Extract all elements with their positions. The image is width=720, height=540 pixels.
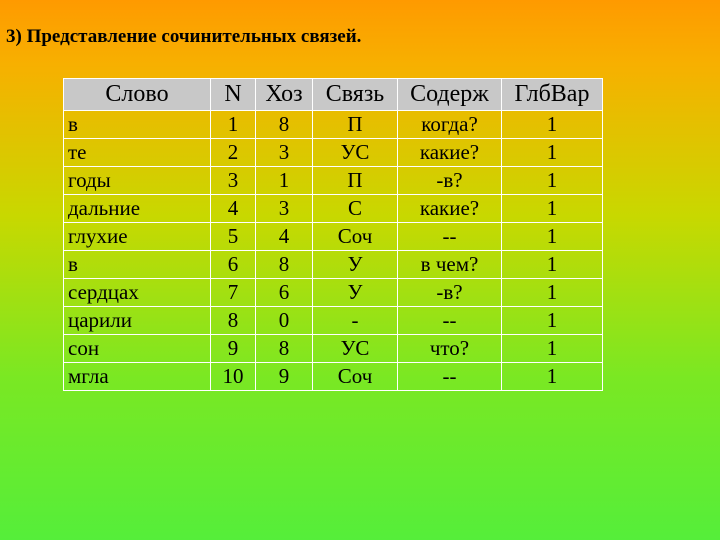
cell-depth-variant: 1 bbox=[501, 306, 603, 335]
cell-word: годы bbox=[63, 166, 211, 195]
cell-owner: 3 bbox=[255, 138, 313, 167]
cell-depth-variant: 1 bbox=[501, 362, 603, 391]
cell-number: 6 bbox=[210, 250, 256, 279]
table-row: сердцах 7 6 У -в? 1 bbox=[63, 278, 603, 307]
cell-number: 8 bbox=[210, 306, 256, 335]
cell-content: какие? bbox=[397, 194, 502, 223]
table-row: царили 8 0- -- 1 bbox=[63, 306, 603, 335]
cell-owner: 3 bbox=[255, 194, 313, 223]
cell-content: -- bbox=[397, 222, 502, 251]
cell-owner: 4 bbox=[255, 222, 313, 251]
cell-word: те bbox=[63, 138, 211, 167]
header-content: Содерж bbox=[397, 78, 502, 111]
cell-depth-variant: 1 bbox=[501, 194, 603, 223]
cell-depth-variant: 1 bbox=[501, 250, 603, 279]
cell-word: сердцах bbox=[63, 278, 211, 307]
cell-owner: 9 bbox=[255, 362, 313, 391]
cell-depth-variant: 1 bbox=[501, 110, 603, 139]
table-header-row: Слово N Хоз Связь Содерж ГлбВар bbox=[63, 78, 603, 111]
cell-word: сон bbox=[63, 334, 211, 363]
table-row: сон 9 8 УС что? 1 bbox=[63, 334, 603, 363]
cell-relation: П bbox=[312, 110, 398, 139]
cell-word: царили bbox=[63, 306, 211, 335]
cell-number: 10 bbox=[210, 362, 256, 391]
cell-owner: 8 bbox=[255, 250, 313, 279]
table-row: те 2 3 УС какие? 1 bbox=[63, 138, 603, 167]
cell-content: в чем? bbox=[397, 250, 502, 279]
cell-relation: Соч bbox=[312, 362, 398, 391]
cell-depth-variant: 1 bbox=[501, 222, 603, 251]
header-owner: Хоз bbox=[255, 78, 313, 111]
cell-depth-variant: 1 bbox=[501, 334, 603, 363]
slide-title: 3) Представление сочинительных связей. bbox=[6, 26, 362, 47]
cell-relation: УС bbox=[312, 334, 398, 363]
cell-number: 4 bbox=[210, 194, 256, 223]
table-row: мгла 10 9 Соч -- 1 bbox=[63, 362, 603, 391]
cell-word: в bbox=[63, 250, 211, 279]
header-word: Слово bbox=[63, 78, 211, 111]
cell-owner: 1 bbox=[255, 166, 313, 195]
header-number: N bbox=[210, 78, 256, 111]
cell-relation: С bbox=[312, 194, 398, 223]
cell-number: 7 bbox=[210, 278, 256, 307]
cell-number: 2 bbox=[210, 138, 256, 167]
cell-content: -в? bbox=[397, 166, 502, 195]
cell-relation: П bbox=[312, 166, 398, 195]
cell-content: -в? bbox=[397, 278, 502, 307]
cell-number: 1 bbox=[210, 110, 256, 139]
cell-depth-variant: 1 bbox=[501, 278, 603, 307]
cell-word: глухие bbox=[63, 222, 211, 251]
cell-relation: У bbox=[312, 250, 398, 279]
cell-word: дальние bbox=[63, 194, 211, 223]
cell-content: когда? bbox=[397, 110, 502, 139]
cell-content: -- bbox=[397, 306, 502, 335]
cell-owner: 8 bbox=[255, 334, 313, 363]
cell-content: что? bbox=[397, 334, 502, 363]
cell-content: -- bbox=[397, 362, 502, 391]
cell-content: какие? bbox=[397, 138, 502, 167]
cell-relation: УС bbox=[312, 138, 398, 167]
cell-relation: У bbox=[312, 278, 398, 307]
header-depth-variant: ГлбВар bbox=[501, 78, 603, 111]
cell-number: 5 bbox=[210, 222, 256, 251]
cell-owner: 8 bbox=[255, 110, 313, 139]
cell-word: мгла bbox=[63, 362, 211, 391]
cell-owner: 6 bbox=[255, 278, 313, 307]
cell-number: 9 bbox=[210, 334, 256, 363]
cell-depth-variant: 1 bbox=[501, 166, 603, 195]
header-relation: Связь bbox=[312, 78, 398, 111]
table-row: глухие 5 4 Соч -- 1 bbox=[63, 222, 603, 251]
cell-word: в bbox=[63, 110, 211, 139]
cell-owner: 0 bbox=[255, 306, 313, 335]
cell-number: 3 bbox=[210, 166, 256, 195]
cell-relation: - bbox=[312, 306, 398, 335]
table-row: годы 3 1 П -в? 1 bbox=[63, 166, 603, 195]
cell-relation: Соч bbox=[312, 222, 398, 251]
cell-depth-variant: 1 bbox=[501, 138, 603, 167]
